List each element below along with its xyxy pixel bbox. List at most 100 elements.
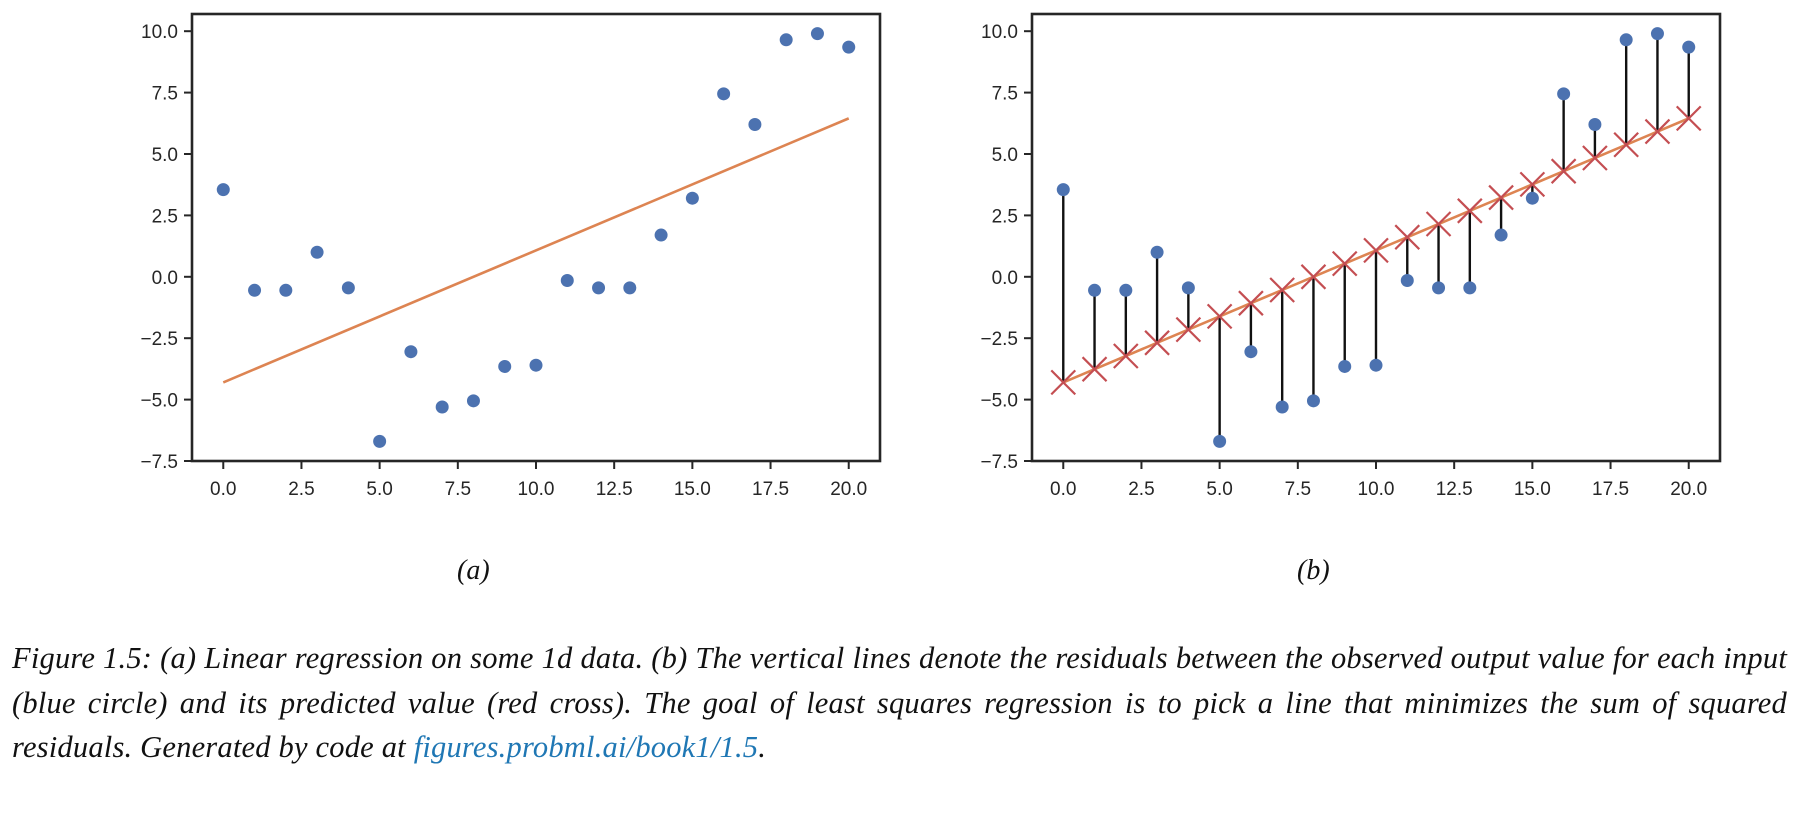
x-tick-label: 0.0 xyxy=(210,479,236,500)
prediction-cross xyxy=(1613,132,1639,158)
caption-link[interactable]: figures.probml.ai/book1/1.5 xyxy=(413,730,759,764)
x-tick-label: 0.0 xyxy=(1050,479,1076,500)
y-tick-label: 0.0 xyxy=(152,268,178,289)
data-point xyxy=(779,33,793,47)
y-tick-label: 7.5 xyxy=(992,84,1018,105)
prediction-cross xyxy=(1331,250,1358,277)
x-tick-label: 20.0 xyxy=(830,479,867,500)
x-tick-label: 5.0 xyxy=(366,479,392,500)
prediction-cross xyxy=(1175,316,1202,343)
data-point xyxy=(466,394,480,408)
y-tick-label: 2.5 xyxy=(992,206,1018,227)
subfigure-label-a: (a) xyxy=(457,555,490,586)
data-point xyxy=(810,27,824,41)
chart-panel-b: 0.0 2.5 5.0 7.5 10.0 12.5 15.0 17.5 20.0 10.0 7.5 5… xyxy=(980,12,1722,500)
regression-line xyxy=(222,117,850,384)
data-point xyxy=(373,434,387,448)
y-tick-label: −2.5 xyxy=(980,329,1018,350)
y-tick-label: 10.0 xyxy=(141,22,178,43)
figure-caption: Figure 1.5: (a) Linear regression on som… xyxy=(12,636,1787,770)
prediction-cross xyxy=(1300,264,1327,290)
x-tick-label: 7.5 xyxy=(445,479,471,500)
x-tick-label: 2.5 xyxy=(1128,479,1154,500)
data-point xyxy=(1588,118,1602,132)
x-tick-label: 20.0 xyxy=(1670,479,1707,500)
y-tick-label: −7.5 xyxy=(980,452,1018,473)
data-point xyxy=(341,281,355,295)
data-point xyxy=(1056,183,1070,197)
x-tick-label: 17.5 xyxy=(1592,479,1629,500)
data-point xyxy=(1088,283,1102,297)
data-point xyxy=(1338,359,1352,373)
y-tick-label: 5.0 xyxy=(152,145,178,166)
x-tick-label: 12.5 xyxy=(1436,479,1473,500)
prediction-cross xyxy=(1644,118,1671,145)
prediction-cross xyxy=(1550,158,1577,184)
y-tick-label: −7.5 xyxy=(140,452,178,473)
x-tick-label: 17.5 xyxy=(752,479,789,500)
prediction-cross xyxy=(1050,369,1077,396)
x-tick-label: 5.0 xyxy=(1206,479,1232,500)
y-tick-label: −5.0 xyxy=(980,391,1018,412)
y-tick-label: 10.0 xyxy=(981,22,1018,43)
data-point xyxy=(1557,87,1571,101)
data-point xyxy=(748,118,762,132)
data-point xyxy=(1119,283,1133,297)
prediction-cross xyxy=(1081,356,1108,382)
x-tick-label: 7.5 xyxy=(1285,479,1311,500)
data-point xyxy=(310,245,324,259)
data-point xyxy=(1650,27,1664,41)
y-tick-label: 2.5 xyxy=(152,206,178,227)
data-point xyxy=(1494,228,1508,242)
data-point xyxy=(498,359,512,373)
data-point xyxy=(529,358,543,372)
data-point xyxy=(1181,281,1195,295)
y-tick-label: 0.0 xyxy=(992,268,1018,289)
prediction-cross xyxy=(1582,145,1608,171)
data-point xyxy=(1150,245,1164,259)
chart-panel-a: 0.0 2.5 5.0 7.5 10.0 12.5 15.0 17.5 20.0 10.0 7.5 5… xyxy=(140,12,882,500)
prediction-cross xyxy=(1363,237,1389,264)
y-tick-label: −5.0 xyxy=(140,391,178,412)
data-point xyxy=(1369,358,1383,372)
data-point xyxy=(248,283,262,297)
caption-trailing: . xyxy=(758,730,767,764)
axes-frame xyxy=(190,12,882,463)
prediction-cross xyxy=(1488,184,1514,211)
y-tick-label: 5.0 xyxy=(992,145,1018,166)
data-point xyxy=(1463,281,1477,295)
axes-frame xyxy=(1030,12,1722,463)
y-tick-label: 7.5 xyxy=(152,84,178,105)
data-point xyxy=(1525,191,1539,205)
prediction-cross xyxy=(1238,290,1264,316)
data-point xyxy=(1213,434,1227,448)
prediction-cross xyxy=(1457,198,1483,224)
x-tick-label: 15.0 xyxy=(1514,479,1551,500)
prediction-cross xyxy=(1675,105,1702,132)
x-tick-label: 10.0 xyxy=(1358,479,1395,500)
data-point xyxy=(717,87,731,101)
data-point xyxy=(1682,40,1696,54)
data-point xyxy=(404,345,418,359)
prediction-cross xyxy=(1113,343,1139,369)
prediction-cross xyxy=(1394,224,1421,250)
data-point xyxy=(654,228,668,242)
data-point xyxy=(1244,345,1258,359)
prediction-cross xyxy=(1425,211,1452,237)
data-point xyxy=(560,273,574,287)
prediction-cross xyxy=(1269,277,1295,303)
data-point xyxy=(1400,273,1414,287)
data-point xyxy=(279,283,293,297)
x-tick-label: 12.5 xyxy=(596,479,633,500)
subfigure-label-b: (b) xyxy=(1297,555,1330,586)
data-point xyxy=(842,40,856,54)
caption-text: Figure 1.5: (a) Linear regression on som… xyxy=(12,641,1787,764)
data-point xyxy=(1275,400,1289,414)
data-point xyxy=(1619,33,1633,47)
prediction-cross xyxy=(1519,171,1546,198)
data-point xyxy=(1306,394,1320,408)
x-tick-label: 15.0 xyxy=(674,479,711,500)
y-tick-label: −2.5 xyxy=(140,329,178,350)
data-point xyxy=(435,400,449,414)
x-tick-label: 10.0 xyxy=(518,479,555,500)
